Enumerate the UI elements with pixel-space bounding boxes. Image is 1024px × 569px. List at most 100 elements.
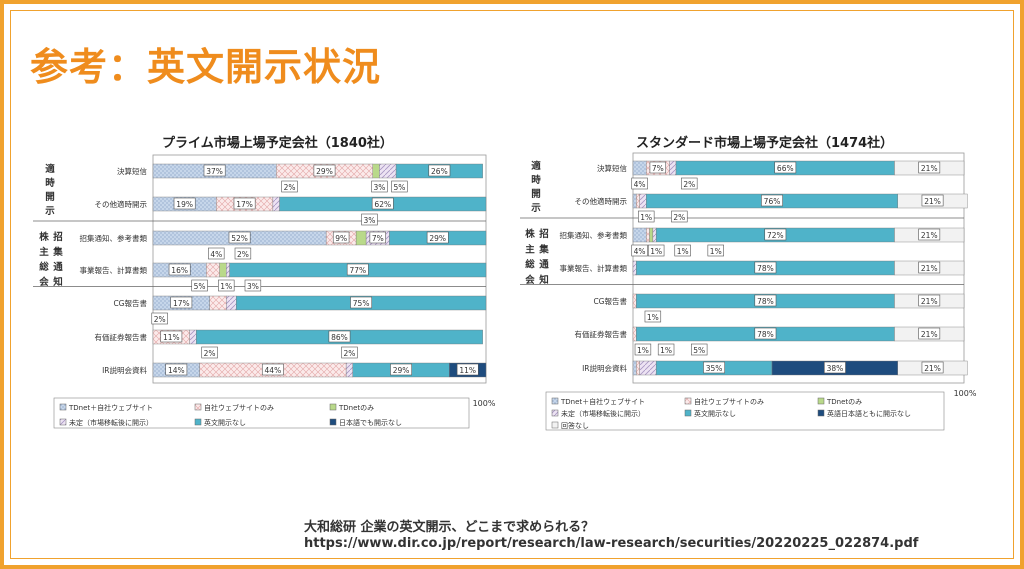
standard-data-label-box bbox=[638, 210, 655, 223]
prime-legend-swatch bbox=[59, 418, 67, 426]
prime-data-label-box bbox=[313, 164, 336, 177]
prime-data-label-box bbox=[191, 279, 208, 292]
prime-group-label-char: 招 bbox=[53, 231, 63, 243]
prime-data-label-box bbox=[233, 197, 256, 210]
prime-data-label: 2% bbox=[284, 183, 296, 192]
prime-bar-segment bbox=[219, 262, 227, 278]
standard-legend-entry: 回答なし bbox=[561, 421, 589, 430]
standard-data-label: 1% bbox=[637, 346, 649, 355]
standard-data-label: 2% bbox=[673, 213, 685, 222]
standard-axis-label: 100% bbox=[954, 389, 977, 398]
standard-data-label-box bbox=[918, 228, 941, 241]
prime-category-label: 招集通知、参考書類 bbox=[80, 233, 148, 243]
prime-data-label: 75% bbox=[353, 299, 370, 308]
prime-data-label-box bbox=[168, 263, 191, 276]
prime-data-label: 29% bbox=[429, 234, 446, 243]
standard-bar-segment bbox=[646, 227, 650, 243]
standard-data-label-box bbox=[631, 177, 648, 190]
prime-data-label-box bbox=[391, 180, 408, 193]
standard-category-label: 事業報告、計算書類 bbox=[560, 263, 628, 273]
standard-data-label: 1% bbox=[640, 213, 652, 222]
standard-data-label: 2% bbox=[683, 180, 695, 189]
prime-data-label-box bbox=[350, 296, 373, 309]
standard-bar-segment bbox=[636, 193, 640, 209]
standard-group-label-char: 総 bbox=[525, 259, 535, 271]
standard-data-label-box bbox=[918, 294, 941, 307]
prime-data-label: 17% bbox=[173, 299, 190, 308]
standard-legend-entry: TDnet＋自社ウェブサイト bbox=[560, 397, 645, 406]
standard-data-label-box bbox=[647, 244, 665, 257]
prime-data-label-box bbox=[428, 164, 451, 177]
standard-legend-entry: 英語日本語ともに開示なし bbox=[827, 409, 911, 418]
prime-data-label-box bbox=[371, 197, 394, 210]
prime-group-label-char: 時 bbox=[45, 177, 55, 189]
prime-category-label: 有価証券報告書 bbox=[95, 332, 148, 342]
standard-group-label-char: 知 bbox=[538, 274, 549, 286]
prime-axis-label: 100% bbox=[473, 399, 496, 408]
standard-data-label-box bbox=[644, 310, 662, 323]
prime-data-label: 11% bbox=[163, 333, 180, 342]
prime-data-label: 2% bbox=[154, 315, 166, 324]
standard-category-label: 有価証券報告書 bbox=[575, 329, 628, 339]
standard-group-label-char: 集 bbox=[538, 243, 549, 255]
standard-data-label: 66% bbox=[777, 164, 794, 173]
standard-legend-entry: TDnetのみ bbox=[826, 398, 862, 406]
standard-data-label: 4% bbox=[634, 180, 646, 189]
standard-group-label-char: 適 bbox=[531, 160, 541, 172]
prime-data-label-box bbox=[244, 279, 262, 292]
prime-bar-segment bbox=[189, 329, 197, 345]
standard-data-label-box bbox=[761, 194, 783, 207]
prime-data-label: 2% bbox=[237, 250, 249, 259]
standard-legend-swatch bbox=[684, 397, 692, 405]
prime-group-label-char: 会 bbox=[39, 276, 49, 288]
prime-data-label-box bbox=[170, 296, 193, 309]
prime-data-label-box bbox=[201, 346, 218, 359]
standard-bar-segment bbox=[636, 360, 640, 376]
standard-legend-swatch bbox=[817, 409, 825, 417]
standard-bar-segment bbox=[632, 227, 647, 243]
prime-data-label-box bbox=[160, 330, 183, 343]
prime-data-label: 37% bbox=[206, 167, 223, 176]
prime-category-label: その他適時開示 bbox=[95, 199, 148, 209]
prime-data-label: 19% bbox=[176, 200, 193, 209]
prime-data-label-box bbox=[228, 231, 251, 244]
prime-bar-segment bbox=[379, 163, 397, 179]
prime-data-label: 2% bbox=[344, 349, 356, 358]
standard-data-label-box bbox=[774, 161, 797, 174]
prime-data-label: 14% bbox=[168, 366, 185, 375]
standard-data-label: 5% bbox=[693, 346, 705, 355]
prime-data-label-box bbox=[361, 213, 378, 226]
standard-category-label: その他適時開示 bbox=[575, 196, 628, 206]
prime-legend-box bbox=[53, 397, 470, 429]
source-url[interactable]: https://www.dir.co.jp/report/research/la… bbox=[304, 536, 919, 551]
prime-data-label: 44% bbox=[265, 366, 282, 375]
prime-data-label: 4% bbox=[210, 250, 222, 259]
standard-data-label-box bbox=[631, 244, 648, 257]
standard-legend-entry: 自社ウェブサイトのみ bbox=[694, 397, 764, 406]
prime-legend-entry: TDnetのみ bbox=[338, 404, 374, 412]
prime-data-label: 62% bbox=[374, 200, 391, 209]
standard-category-label: IR説明会資料 bbox=[582, 363, 627, 373]
prime-category-label: CG報告書 bbox=[113, 298, 147, 308]
prime-legend-swatch bbox=[329, 403, 337, 411]
standard-data-label: 21% bbox=[924, 197, 941, 206]
standard-data-label: 1% bbox=[710, 247, 722, 256]
standard-data-label-box bbox=[918, 327, 941, 340]
standard-data-label-box bbox=[764, 228, 787, 241]
prime-data-label-box bbox=[208, 247, 225, 260]
standard-data-label: 7% bbox=[652, 164, 664, 173]
prime-bar-segment bbox=[345, 362, 354, 378]
standard-data-label-box bbox=[707, 244, 724, 257]
prime-data-label: 17% bbox=[236, 200, 253, 209]
standard-legend-entry: 英文開示なし bbox=[694, 409, 736, 418]
prime-data-label-box bbox=[218, 279, 235, 292]
prime-legend-swatch bbox=[329, 418, 337, 426]
prime-bar-segment bbox=[206, 262, 220, 278]
prime-category-label: 決算短信 bbox=[117, 166, 147, 176]
prime-data-label-box bbox=[369, 231, 386, 244]
prime-data-label-box bbox=[165, 363, 188, 376]
standard-data-label: 21% bbox=[921, 330, 938, 339]
prime-legend-entry: 未定（市場移転後に開示） bbox=[69, 418, 153, 427]
standard-legend-swatch bbox=[551, 421, 559, 429]
standard-legend-entry: 未定（市場移転後に開示） bbox=[561, 409, 645, 418]
